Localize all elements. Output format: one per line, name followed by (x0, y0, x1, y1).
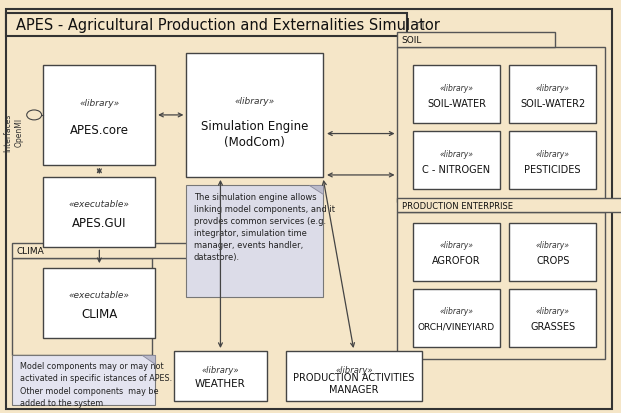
Bar (397, 213, 605, 359)
Text: «library»: «library» (202, 366, 239, 374)
Bar (397, 47, 605, 202)
Bar (509, 223, 596, 281)
Text: C - NITROGEN: C - NITROGEN (422, 165, 491, 175)
Text: PRODUCTION ENTERPRISE: PRODUCTION ENTERPRISE (402, 201, 513, 210)
Bar (12, 244, 206, 258)
Bar (43, 268, 155, 339)
Text: CLIMA: CLIMA (17, 247, 45, 256)
Text: PRODUCTION ACTIVITIES
MANAGER: PRODUCTION ACTIVITIES MANAGER (293, 372, 415, 394)
Bar (413, 223, 500, 281)
Text: Simulation Engine
(ModCom): Simulation Engine (ModCom) (201, 120, 308, 149)
Bar (413, 132, 500, 190)
Bar (43, 66, 155, 165)
Text: «library»: «library» (440, 240, 473, 249)
Text: «library»: «library» (536, 83, 569, 93)
Bar (186, 54, 323, 178)
Text: WEATHER: WEATHER (195, 378, 246, 388)
Text: «library»: «library» (536, 306, 569, 316)
Circle shape (27, 111, 42, 121)
Text: APES.GUI: APES.GUI (72, 217, 127, 230)
Text: «executable»: «executable» (69, 291, 130, 299)
Bar (286, 351, 422, 401)
Bar (413, 66, 500, 124)
Text: Interfaces
OpenMI: Interfaces OpenMI (4, 113, 24, 151)
Text: «library»: «library» (335, 366, 373, 374)
Text: PESTICIDES: PESTICIDES (525, 165, 581, 175)
Text: ⊓: ⊓ (416, 21, 425, 31)
Polygon shape (309, 186, 323, 195)
Bar (43, 178, 155, 248)
Bar (413, 289, 500, 347)
Bar (174, 351, 267, 401)
Text: «library»: «library» (79, 99, 119, 108)
Text: CLIMA: CLIMA (81, 308, 117, 320)
Text: CROPS: CROPS (536, 256, 569, 266)
Text: APES.core: APES.core (70, 124, 129, 137)
Text: SOIL: SOIL (402, 36, 422, 45)
Bar (509, 132, 596, 190)
Bar (6, 14, 407, 37)
Bar (509, 289, 596, 347)
Text: «library»: «library» (440, 306, 473, 316)
Text: Model components may or may not
activated in specific istances of APES.
Other mo: Model components may or may not activate… (20, 361, 172, 407)
Text: «library»: «library» (235, 96, 274, 105)
Bar (12, 355, 155, 405)
Text: «library»: «library» (440, 150, 473, 159)
Text: «library»: «library» (440, 83, 473, 93)
Text: ORCH/VINEYIARD: ORCH/VINEYIARD (418, 322, 495, 331)
Text: SOIL-WATER2: SOIL-WATER2 (520, 99, 586, 109)
Polygon shape (142, 355, 155, 364)
Bar (12, 258, 152, 355)
Bar (186, 186, 323, 297)
Text: GRASSES: GRASSES (530, 322, 575, 332)
Text: «library»: «library» (536, 150, 569, 159)
Text: APES - Agricultural Production and Externalities Simulator: APES - Agricultural Production and Exter… (16, 18, 440, 33)
Text: The simulation engine allows
linking model components, and it
provdes common ser: The simulation engine allows linking mod… (194, 192, 335, 261)
Bar (509, 66, 596, 124)
Text: «executable»: «executable» (69, 200, 130, 209)
Text: «library»: «library» (536, 240, 569, 249)
Bar (397, 198, 621, 213)
Bar (397, 33, 555, 47)
Text: AGROFOR: AGROFOR (432, 256, 481, 266)
Text: SOIL-WATER: SOIL-WATER (427, 99, 486, 109)
